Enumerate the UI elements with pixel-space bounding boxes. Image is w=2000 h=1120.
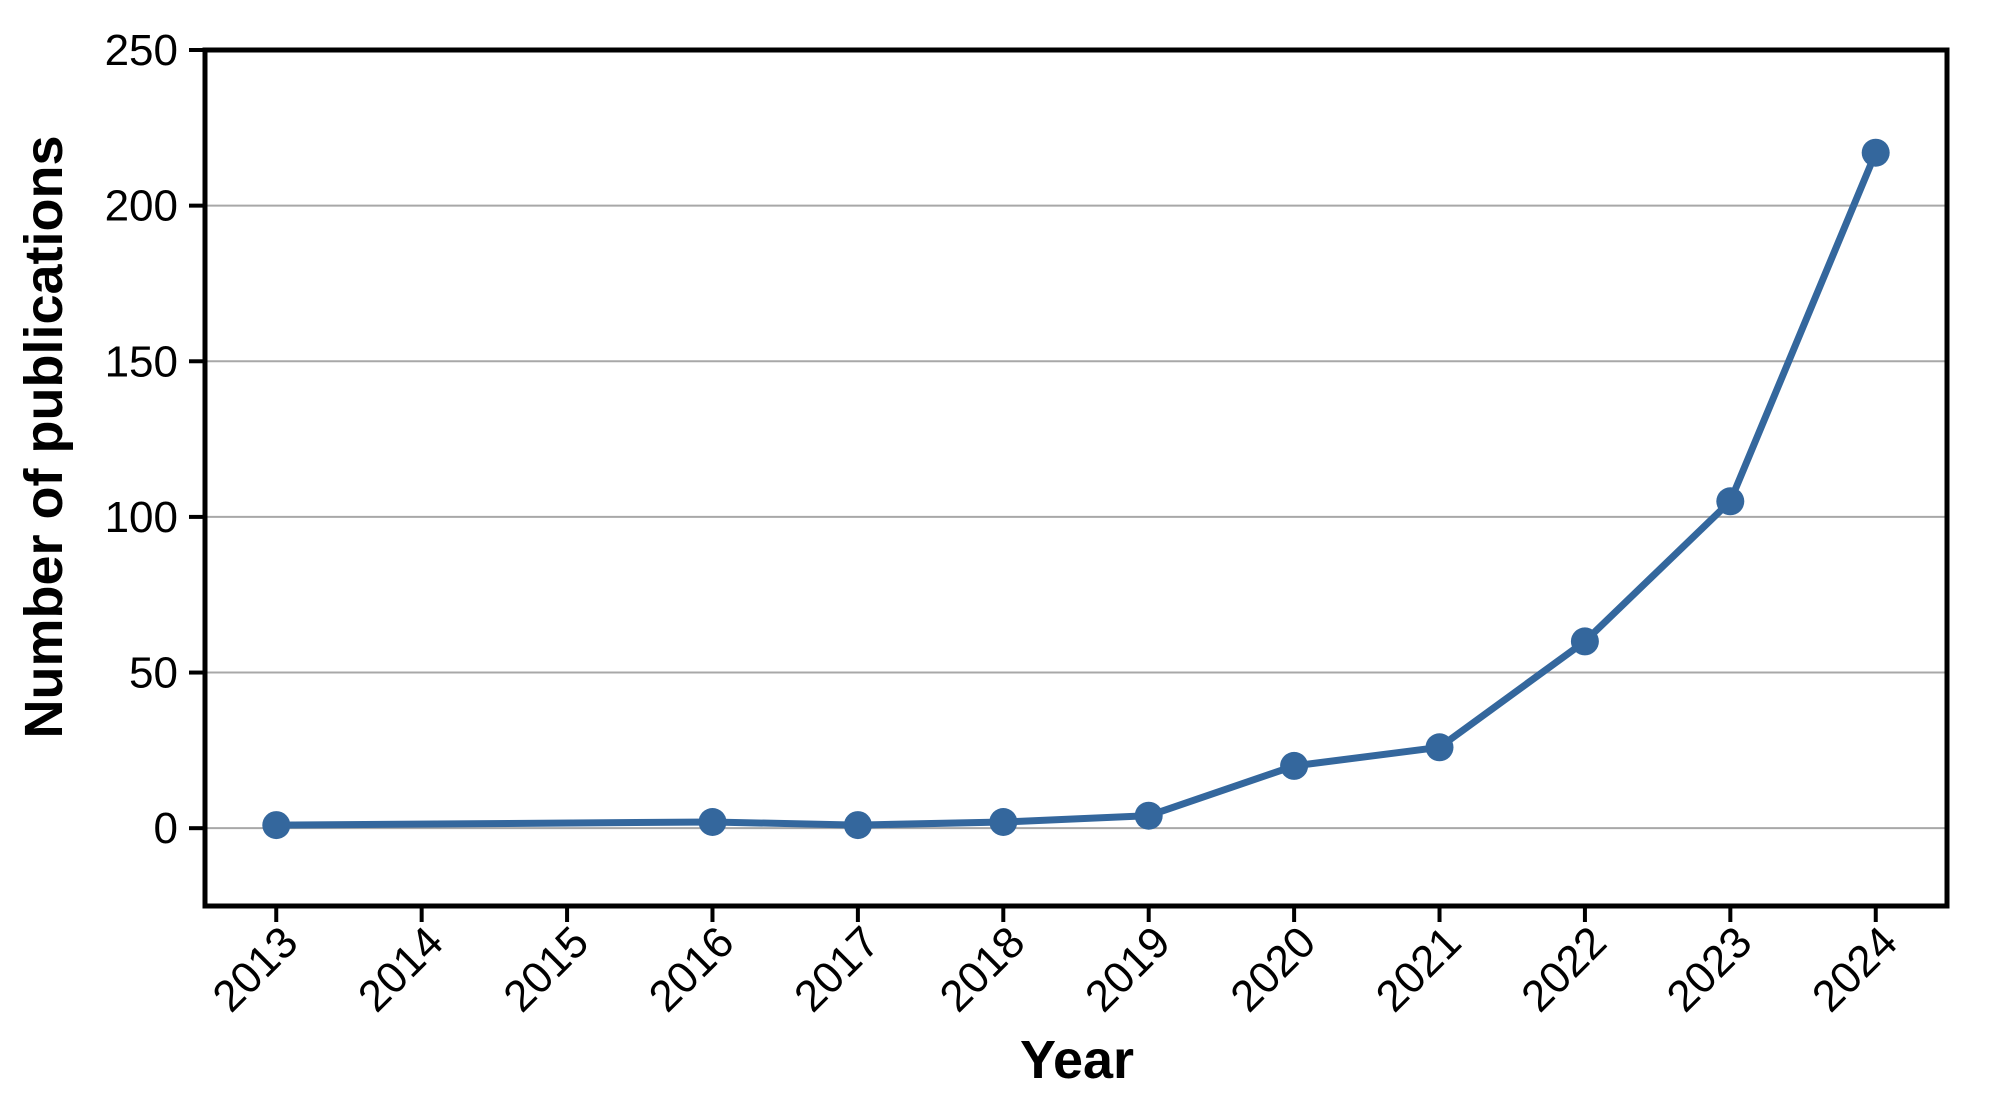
data-point-marker <box>1716 487 1745 516</box>
x-tick-label: 2015 <box>494 917 598 1021</box>
data-point-marker <box>989 808 1018 836</box>
y-tick-label: 100 <box>105 493 178 542</box>
x-tick-label: 2018 <box>930 917 1034 1021</box>
x-tick-label: 2023 <box>1658 917 1762 1021</box>
y-tick-label: 0 <box>154 804 178 853</box>
x-tick-label: 2013 <box>203 917 307 1021</box>
y-axis-title: Number of publications <box>14 135 74 738</box>
data-point-marker <box>1861 138 1890 167</box>
data-point-marker <box>698 808 727 836</box>
gridlines <box>205 204 1947 830</box>
data-point-marker <box>1280 751 1309 780</box>
y-tick-label: 50 <box>129 649 178 698</box>
axis-ticks <box>189 48 1878 922</box>
y-tick-label: 250 <box>105 26 178 75</box>
data-point-marker <box>262 811 291 840</box>
data-series <box>262 138 1890 840</box>
data-point-marker <box>843 811 872 840</box>
data-point-marker <box>1425 733 1454 762</box>
x-tick-label: 2021 <box>1367 917 1471 1021</box>
tick-labels: 0 50 100 150 200 250 2013 2014 2015 2016 2017 2018 2… <box>105 26 1907 1021</box>
x-tick-label: 2020 <box>1221 917 1325 1021</box>
x-tick-label: 2014 <box>349 917 453 1021</box>
series-line <box>272 149 1880 829</box>
data-point-marker <box>1570 627 1599 656</box>
x-tick-label: 2016 <box>640 917 744 1021</box>
x-tick-label: 2024 <box>1803 917 1907 1021</box>
x-tick-label: 2022 <box>1512 917 1616 1021</box>
y-tick-label: 200 <box>105 182 178 231</box>
y-tick-label: 150 <box>105 337 178 386</box>
x-axis-title: Year <box>1020 1030 1134 1090</box>
data-point-marker <box>1134 801 1163 830</box>
x-tick-label: 2017 <box>785 917 889 1021</box>
x-tick-label: 2019 <box>1076 917 1180 1021</box>
plot-frame <box>202 47 1950 909</box>
